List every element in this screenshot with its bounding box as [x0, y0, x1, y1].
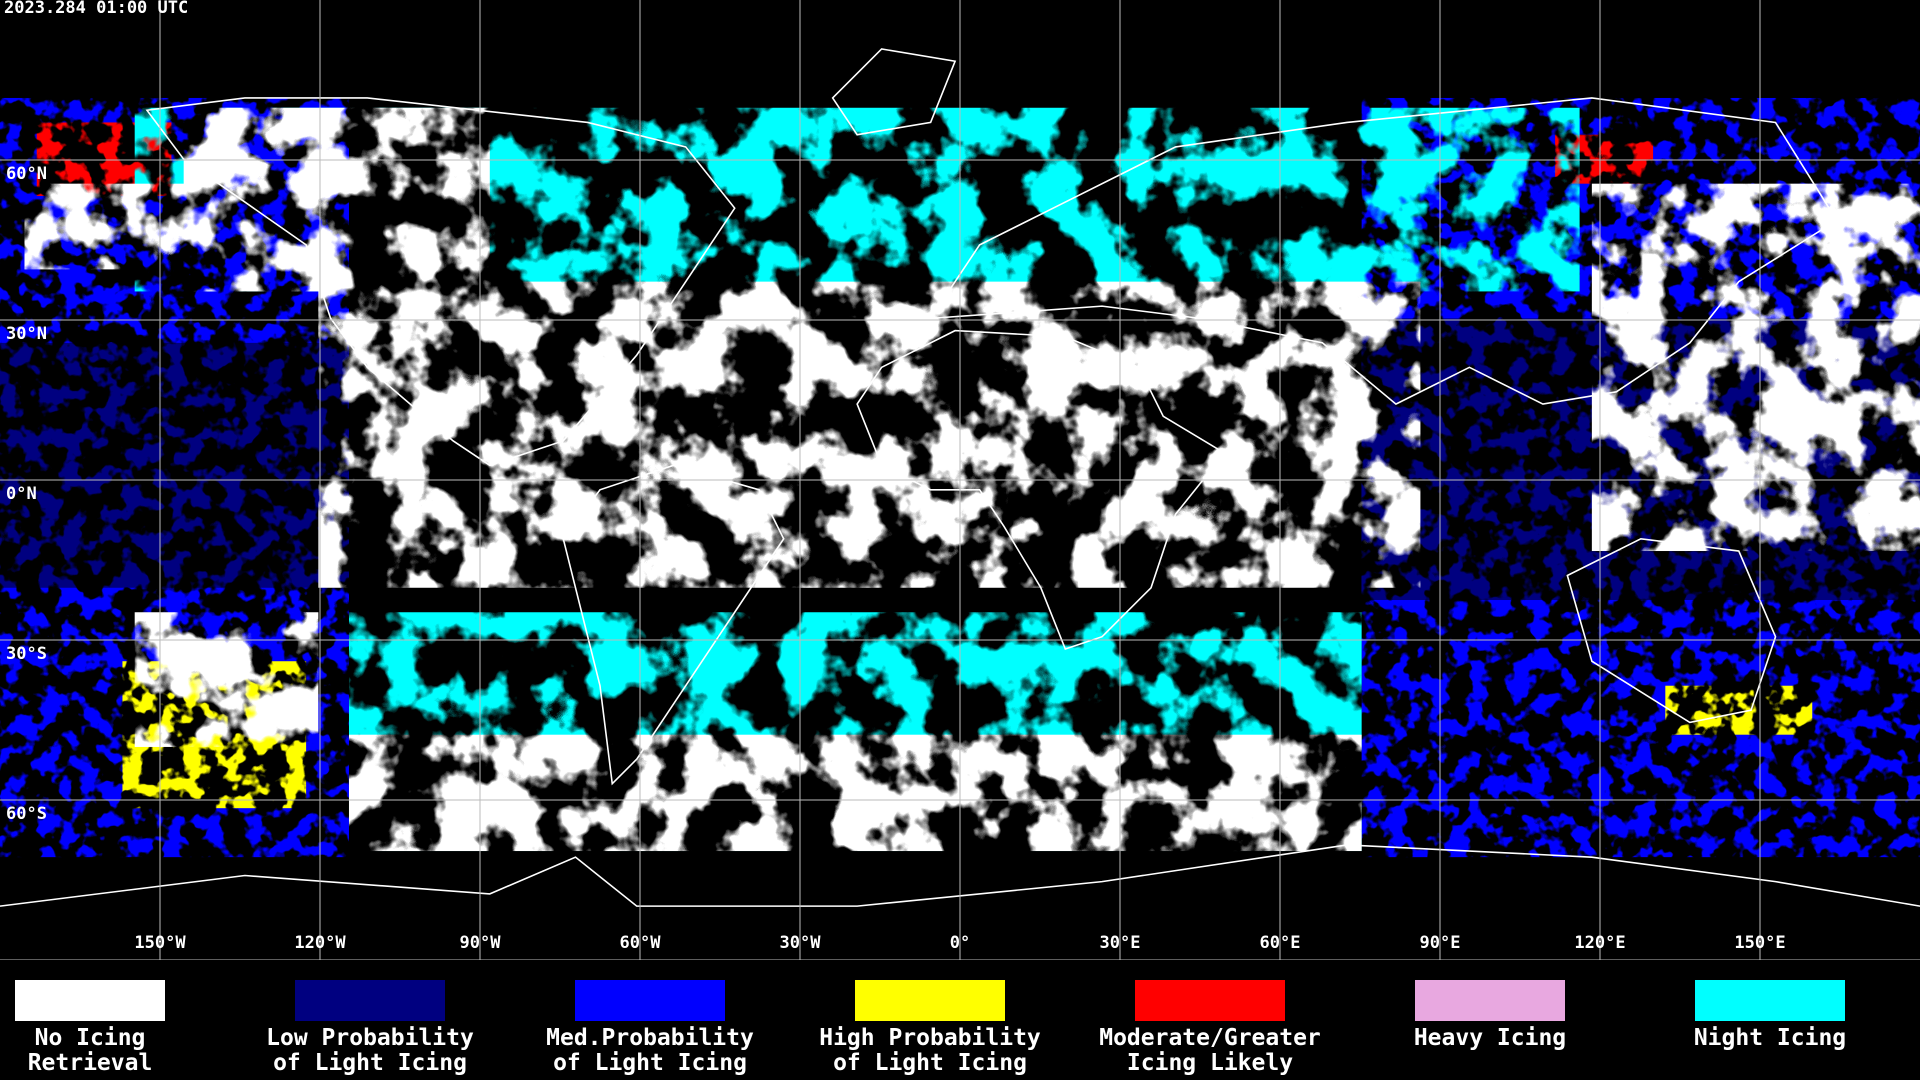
- timestamp: 2023.284 01:00 UTC: [4, 0, 188, 18]
- longitude-label: 90°E: [1420, 933, 1461, 953]
- legend-label: High Probability: [819, 1025, 1041, 1051]
- longitude-label: 60°E: [1260, 933, 1301, 953]
- cloud-fields: [0, 48, 1920, 907]
- longitude-label: 150°W: [134, 933, 186, 953]
- legend-swatch: [1135, 980, 1285, 1021]
- legend-label: Med.Probability: [546, 1025, 754, 1051]
- latitude-label: 0°N: [6, 484, 37, 504]
- legend-label: of Light Icing: [553, 1050, 747, 1076]
- legend-label: No Icing: [35, 1025, 146, 1051]
- longitude-label: 30°W: [780, 933, 822, 953]
- latitude-label: 60°S: [6, 804, 47, 824]
- legend-label: Moderate/Greater: [1099, 1025, 1321, 1051]
- longitude-label: 120°W: [294, 933, 346, 953]
- coastlines: [0, 48, 1920, 907]
- longitude-label: 90°W: [460, 933, 502, 953]
- longitude-label: 30°E: [1100, 933, 1141, 953]
- latitude-label: 30°S: [6, 644, 47, 664]
- longitude-label: 60°W: [620, 933, 662, 953]
- legend-swatch: [1415, 980, 1565, 1021]
- longitude-label: 120°E: [1574, 933, 1625, 953]
- legend-swatch: [575, 980, 725, 1021]
- legend-swatch: [15, 980, 165, 1021]
- longitude-label: 0°: [950, 933, 970, 953]
- latitude-label: 60°N: [6, 164, 47, 184]
- legend-label: Icing Likely: [1127, 1050, 1293, 1076]
- legend-swatch: [1695, 980, 1845, 1021]
- latitude-label: 30°N: [6, 324, 47, 344]
- legend-label: Night Icing: [1694, 1025, 1846, 1051]
- legend-label: of Light Icing: [833, 1050, 1027, 1076]
- legend-swatch: [295, 980, 445, 1021]
- legend-label: Low Probability: [266, 1025, 474, 1051]
- legend-swatch: [855, 980, 1005, 1021]
- legend-label: of Light Icing: [273, 1050, 467, 1076]
- graticule: 150°W 120°W 90°W 60°W 30°W 0° 30°E 60°E 90°E 120°…: [0, 0, 1920, 961]
- longitude-label: 150°E: [1734, 933, 1785, 953]
- geo-region: [24, 107, 1920, 852]
- legend-label: Retrieval: [28, 1050, 153, 1076]
- legend-label: Heavy Icing: [1414, 1025, 1566, 1051]
